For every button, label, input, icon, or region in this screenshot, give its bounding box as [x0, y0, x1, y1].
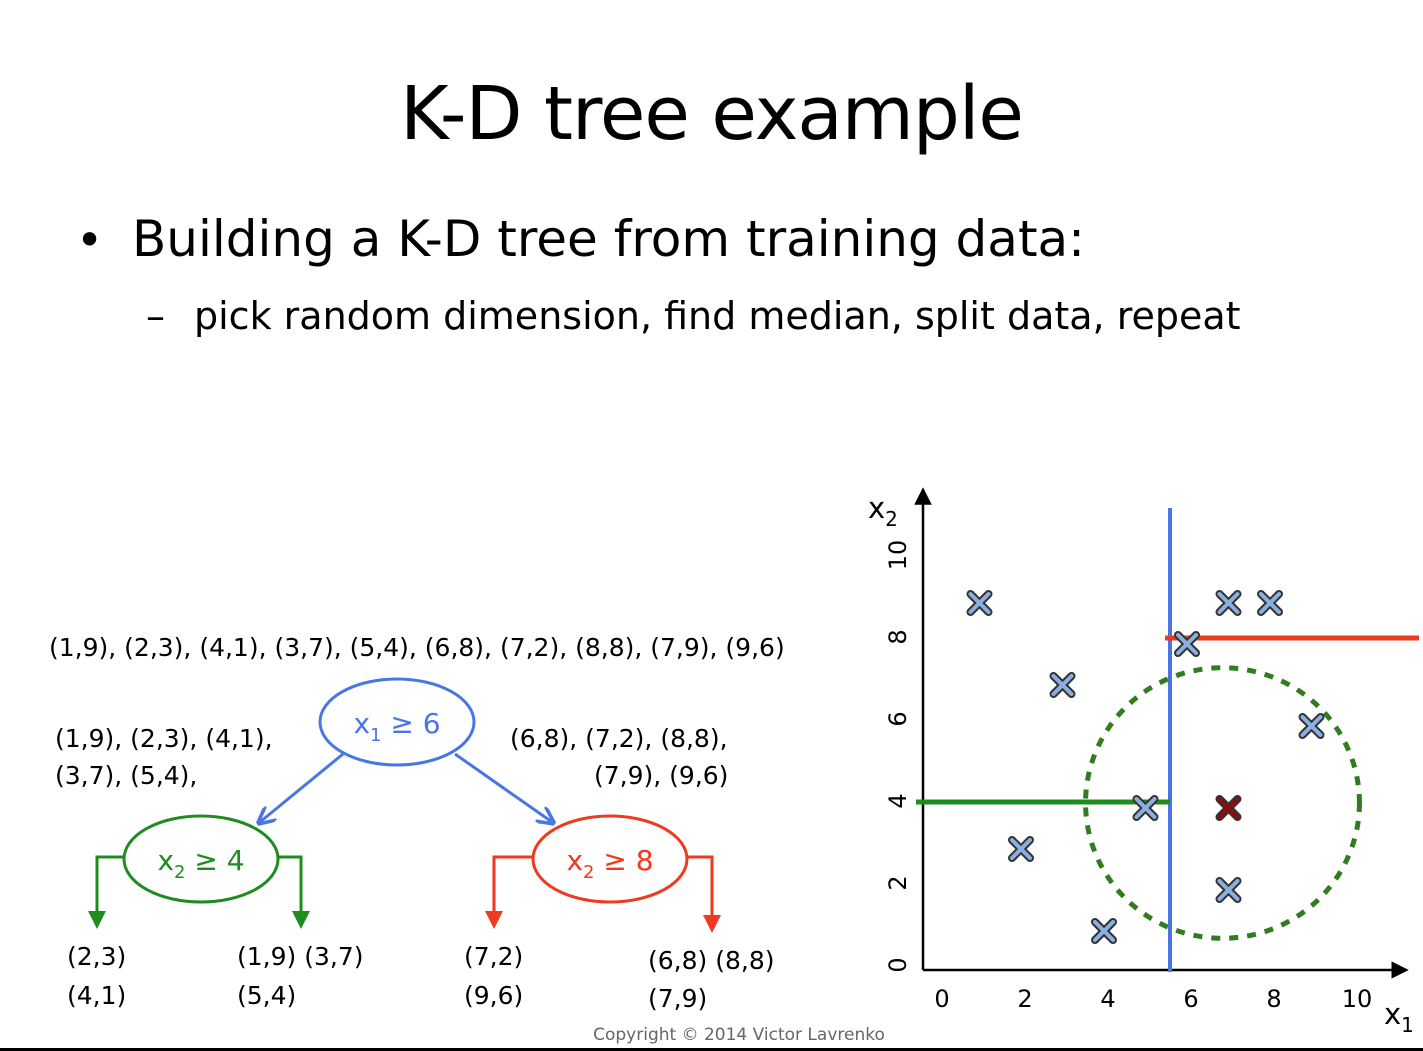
y-tick-label: 10 — [884, 540, 912, 571]
x-tick-label: 2 — [1017, 985, 1032, 1013]
y-tick-label: 2 — [884, 875, 912, 890]
slide-title: K-D tree example — [400, 71, 1024, 157]
y-tick-label: 0 — [884, 957, 912, 972]
leaf-1-line2: (4,1) — [67, 981, 127, 1010]
left-node-branch-right — [278, 855, 310, 929]
data-point-marker — [1008, 836, 1034, 862]
root-node-label: x1 ≥ 6 — [353, 707, 440, 746]
y-tick-label: 6 — [884, 711, 912, 726]
left-points-line1: (1,9), (2,3), (4,1), — [55, 724, 273, 753]
y-tick-labels: 0 2 4 6 8 10 — [884, 540, 912, 973]
data-point-marker — [1215, 877, 1242, 903]
x-tick-label: 10 — [1342, 985, 1373, 1013]
right-node-branch-right — [687, 855, 721, 933]
x-tick-labels: 0 2 4 6 8 10 — [934, 985, 1372, 1013]
root-node — [318, 677, 476, 767]
data-point-marker — [1298, 713, 1325, 739]
leaf-4-line1: (6,8) (8,8) — [648, 946, 775, 975]
data-point-marker — [1049, 672, 1076, 698]
sub-bullet-text: pick random dimension, find median, spli… — [194, 294, 1241, 338]
data-point-marker — [966, 590, 993, 616]
right-node — [531, 814, 689, 904]
left-node-label: x2 ≥ 4 — [157, 844, 244, 883]
leaf-4-line2: (7,9) — [648, 984, 708, 1013]
y-axis-label: x2 — [868, 491, 898, 531]
sub-bullet-marker: – — [146, 294, 165, 338]
x-axis-label: x1 — [1384, 997, 1414, 1037]
query-point-marker — [1215, 795, 1242, 821]
edge-root-left — [260, 752, 344, 822]
search-circle — [1083, 665, 1362, 941]
left-points-line2: (3,7), (5,4), — [55, 761, 198, 790]
right-node-label: x2 ≥ 8 — [566, 844, 653, 883]
data-points — [966, 590, 1325, 944]
leaf-2-line1: (1,9) (3,7) — [237, 942, 364, 971]
leaf-3-line2: (9,6) — [464, 981, 524, 1010]
edge-root-right — [454, 752, 552, 822]
split-lines — [916, 508, 1419, 972]
y-tick-label: 4 — [884, 793, 912, 808]
data-point-marker — [1215, 590, 1242, 616]
x-tick-label: 4 — [1100, 985, 1115, 1013]
y-tick-label: 8 — [884, 629, 912, 644]
data-point-marker — [1174, 631, 1200, 657]
leaf-1-line1: (2,3) — [67, 942, 127, 971]
data-point-marker — [1257, 590, 1283, 616]
x-tick-label: 0 — [934, 985, 949, 1013]
right-points-line2: (7,9), (9,6) — [594, 761, 729, 790]
bullet-marker: • — [76, 213, 104, 267]
left-node — [122, 814, 280, 904]
left-node-branch-left — [88, 855, 124, 929]
x-tick-label: 6 — [1183, 985, 1198, 1013]
leaf-3-line1: (7,2) — [464, 942, 524, 971]
data-point-marker — [1091, 918, 1117, 944]
search-radius-circle — [1083, 665, 1362, 941]
bottom-rule — [0, 1048, 1423, 1051]
copyright-notice: Copyright © 2014 Victor Lavrenko — [593, 1025, 885, 1045]
right-points-line1: (6,8), (7,2), (8,8), — [510, 724, 728, 753]
leaf-2-line2: (5,4) — [237, 981, 297, 1010]
right-node-branch-left — [485, 855, 533, 929]
bullet-text: Building a K-D tree from training data: — [132, 210, 1086, 268]
all-points-label: (1,9), (2,3), (4,1), (3,7), (5,4), (6,8)… — [49, 633, 785, 662]
data-point-marker — [1132, 795, 1159, 821]
x-tick-label: 8 — [1266, 985, 1281, 1013]
